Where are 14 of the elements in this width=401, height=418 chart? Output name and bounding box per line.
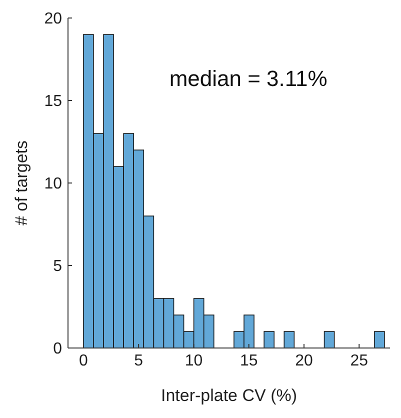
x-tick-label: 0 <box>78 352 88 370</box>
x-tick-label: 25 <box>350 352 368 370</box>
x-axis-title: Inter-plate CV (%) <box>160 386 298 405</box>
x-tick-label: 5 <box>134 352 144 370</box>
y-tick-label: 20 <box>44 10 62 28</box>
y-tick-label: 0 <box>53 340 62 358</box>
y-tick-label: 10 <box>44 176 62 193</box>
annotation: median = 3.11% <box>169 66 328 91</box>
y-axis-title: # of targets <box>12 140 32 226</box>
y-tick-label: 15 <box>44 93 62 110</box>
x-tick-label: 15 <box>240 352 258 370</box>
x-tick-label: 20 <box>295 352 313 370</box>
x-tick-label: 10 <box>184 352 203 370</box>
y-tick-label: 5 <box>53 258 62 276</box>
